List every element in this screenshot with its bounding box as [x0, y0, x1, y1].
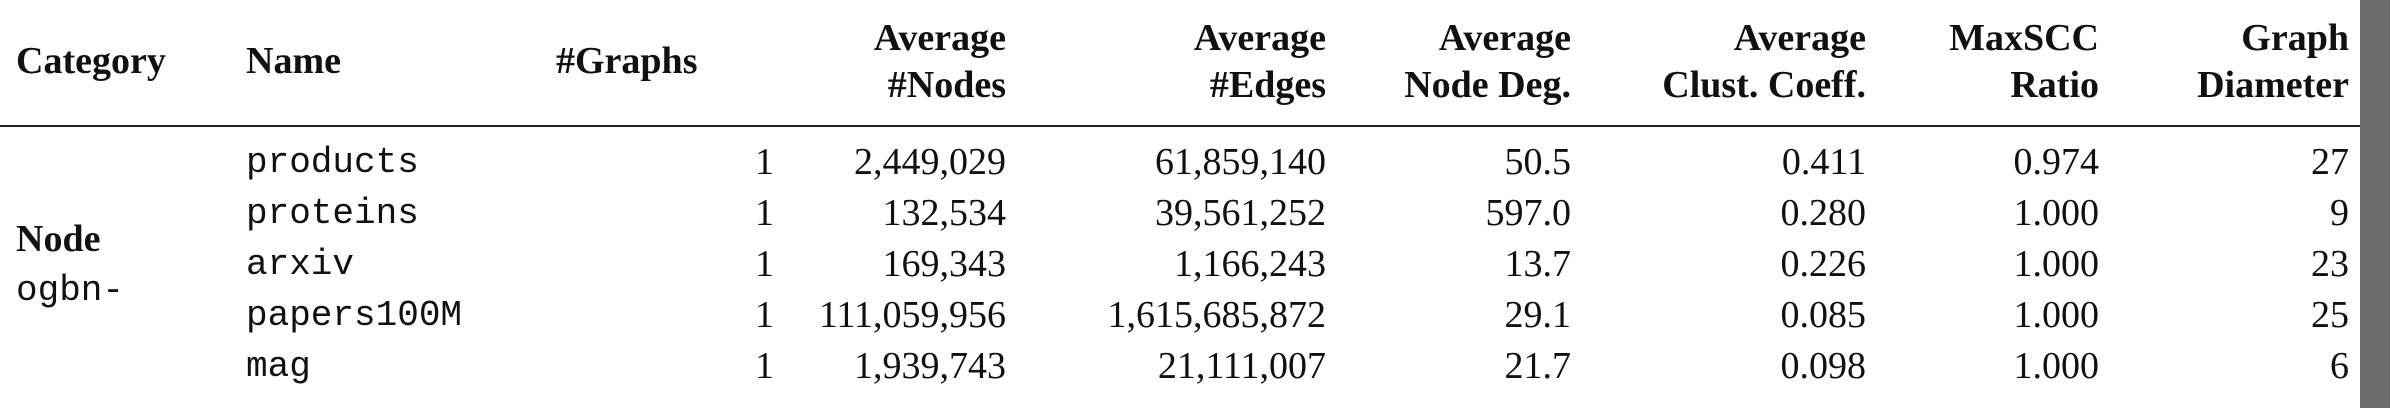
dataset-statistics-table: Category Name #Graphs Average #Nodes Aver… [0, 0, 2365, 392]
avg-clustering-coefficient: 0.280 [1780, 192, 1867, 234]
avg-node-degree: 597.0 [1485, 192, 1572, 234]
table-row: papers100M 1 111,059,956 1,615,685,872 2… [0, 290, 2365, 341]
category-cell: Node ogbn- [0, 126, 230, 392]
header-avg-edges: Average #Edges [1022, 0, 1342, 127]
dataset-name: products [246, 142, 419, 183]
avg-edges: 1,166,243 [1174, 243, 1326, 285]
table-row: proteins 1 132,534 39,561,252 597.0 0.28… [0, 188, 2365, 239]
table-row: Node ogbn- products 1 2,449,029 61,859,1… [0, 126, 2365, 311]
avg-nodes: 2,449,029 [854, 141, 1006, 183]
avg-node-degree: 21.7 [1504, 345, 1572, 387]
graph-diameter: 27 [2311, 141, 2349, 183]
graph-diameter: 23 [2311, 243, 2349, 285]
maxscc-ratio: 0.974 [2013, 141, 2100, 183]
table-row: mag 1 1,939,743 21,111,007 21.7 0.098 1.… [0, 341, 2365, 392]
avg-clustering-coefficient: 0.085 [1780, 294, 1867, 336]
header-name: Name [230, 0, 540, 127]
avg-clustering-coefficient: 0.098 [1780, 345, 1867, 387]
avg-clustering-coefficient: 0.411 [1781, 141, 1866, 183]
avg-clustering-coefficient: 0.226 [1780, 243, 1867, 285]
page-edge-bar [2360, 0, 2390, 408]
graph-diameter: 9 [2330, 192, 2349, 234]
header-maxscc-ratio: MaxSCC Ratio [1882, 0, 2115, 127]
avg-nodes: 169,343 [882, 243, 1007, 285]
header-graph-diameter: Graph Diameter [2115, 0, 2365, 127]
maxscc-ratio: 1.000 [2013, 243, 2100, 285]
avg-nodes: 111,059,956 [818, 294, 1006, 336]
category-prefix: ogbn- [16, 269, 125, 311]
graphs-count: 1 [755, 294, 774, 336]
maxscc-ratio: 1.000 [2013, 192, 2100, 234]
header-category: Category [0, 0, 230, 127]
avg-node-degree: 13.7 [1504, 243, 1572, 285]
maxscc-ratio: 1.000 [2013, 345, 2100, 387]
maxscc-ratio: 1.000 [2013, 294, 2100, 336]
avg-edges: 39,561,252 [1155, 192, 1326, 234]
graph-diameter: 6 [2330, 345, 2349, 387]
header-graphs: #Graphs [540, 0, 790, 127]
avg-edges: 61,859,140 [1155, 141, 1326, 183]
avg-nodes: 132,534 [882, 192, 1007, 234]
avg-node-degree: 50.5 [1504, 141, 1572, 183]
header-avg-node-degree: Average Node Deg. [1342, 0, 1587, 127]
graphs-count: 1 [755, 243, 774, 285]
dataset-name: proteins [246, 193, 419, 234]
graph-diameter: 25 [2311, 294, 2349, 336]
header-avg-clustering-coefficient: Average Clust. Coeff. [1587, 0, 1882, 127]
dataset-name: mag [246, 346, 311, 387]
table-row: arxiv 1 169,343 1,166,243 13.7 0.226 1.0… [0, 239, 2365, 290]
avg-edges: 1,615,685,872 [1107, 294, 1327, 336]
category-label: Node [16, 217, 101, 260]
graphs-count: 1 [755, 345, 774, 387]
avg-edges: 21,111,007 [1157, 345, 1326, 387]
header-avg-nodes: Average #Nodes [790, 0, 1022, 127]
dataset-name: papers100M [246, 295, 463, 336]
dataset-name: arxiv [246, 244, 355, 285]
header-row: Category Name #Graphs Average #Nodes Aver… [0, 0, 2365, 127]
graphs-count: 1 [755, 192, 774, 234]
avg-nodes: 1,939,743 [854, 345, 1006, 387]
avg-node-degree: 29.1 [1504, 294, 1572, 336]
graphs-count: 1 [755, 141, 774, 183]
